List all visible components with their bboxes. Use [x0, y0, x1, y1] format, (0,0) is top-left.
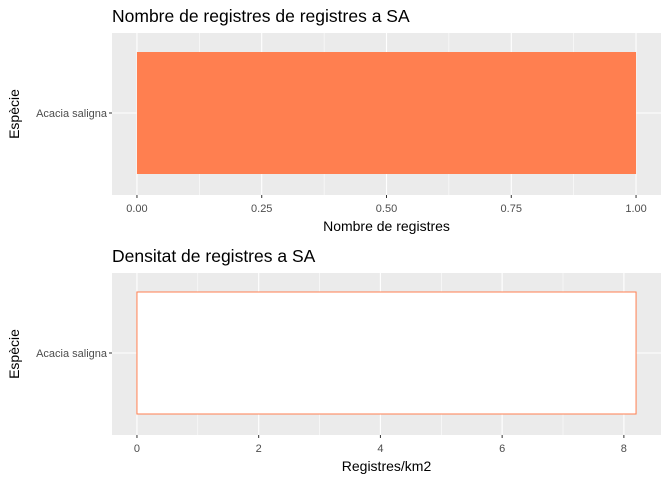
- x-tick-label: 1.00: [625, 203, 646, 215]
- chart-svg-density: 0 2 4 6 8 Acacia saligna Registres/km2 Espècie: [6, 273, 661, 474]
- x-tick-label: 0.00: [126, 203, 147, 215]
- chart-panel-density: Densitat de registres a SA 0 2 4 6 8 Acacia s…: [0, 240, 672, 480]
- x-tick-label: 6: [499, 443, 505, 455]
- chart-title: Nombre de registres de registres a SA: [112, 6, 410, 26]
- chart-panel-count: Nombre de registres de registres a SA 0.…: [6, 6, 661, 234]
- x-tick-label: 8: [621, 443, 627, 455]
- chart-svg-count: 0.00 0.25 0.50 0.75 1.00 Acacia saligna Nombre…: [6, 33, 661, 234]
- chart-title: Densitat de registres a SA: [112, 246, 316, 266]
- y-axis-title: Espècie: [6, 329, 22, 379]
- x-tick-label: 0: [134, 443, 140, 455]
- x-tick-label: 0.25: [251, 203, 272, 215]
- bar: [136, 52, 637, 174]
- y-tick-label: Acacia saligna: [36, 348, 108, 360]
- x-axis-title: Nombre de registres: [323, 218, 450, 234]
- y-axis-title: Espècie: [6, 89, 22, 139]
- x-tick-label: 0.50: [376, 203, 397, 215]
- x-axis-title: Registres/km2: [342, 458, 432, 474]
- bar: [136, 291, 637, 415]
- x-tick-label: 0.75: [501, 203, 522, 215]
- y-tick-label: Acacia saligna: [36, 108, 108, 120]
- x-tick-label: 2: [256, 443, 262, 455]
- x-tick-label: 4: [377, 443, 383, 455]
